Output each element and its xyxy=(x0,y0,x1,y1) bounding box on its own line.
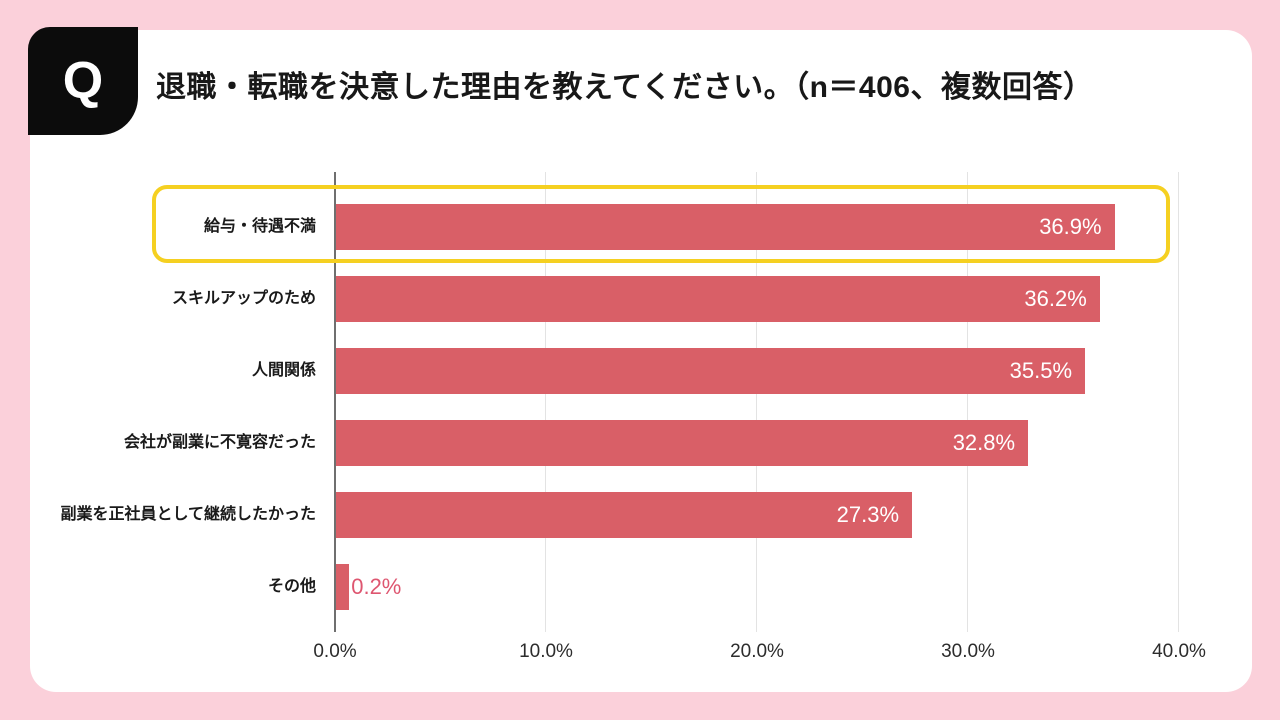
bar xyxy=(336,564,349,610)
bar-value-label: 35.5% xyxy=(1009,358,1073,383)
highlight-outline xyxy=(152,185,1170,263)
category-label: 給与・待遇不満 xyxy=(203,218,316,235)
bar: 32.8% xyxy=(336,420,1029,466)
bar: 35.5% xyxy=(336,348,1086,394)
gridline xyxy=(545,172,546,632)
gridline xyxy=(967,172,968,632)
bar: 36.9% xyxy=(336,204,1115,250)
x-tick-label: 20.0% xyxy=(730,641,784,662)
bar-value-label: 36.9% xyxy=(1039,214,1102,239)
bar: 36.2% xyxy=(336,276,1100,322)
question-badge-letter: Q xyxy=(62,52,104,110)
bar-value-label: 0.2% xyxy=(351,574,402,599)
category-label: スキルアップのため xyxy=(171,290,316,307)
x-tick-label: 40.0% xyxy=(1152,641,1206,662)
gridline xyxy=(1178,172,1179,632)
category-label: 副業を正社員として継続したかった xyxy=(60,506,316,523)
category-label: その他 xyxy=(267,578,316,595)
category-label: 会社が副業に不寛容だった xyxy=(123,434,316,451)
chart-title: 退職・転職を決意した理由を教えてください。（n＝406、複数回答） xyxy=(156,71,1094,104)
x-tick-label: 0.0% xyxy=(313,641,357,662)
question-badge: Q xyxy=(28,27,138,135)
x-tick-label: 10.0% xyxy=(519,641,573,662)
bar-value-label: 27.3% xyxy=(836,502,900,527)
bar: 27.3% xyxy=(336,492,913,538)
y-axis-line xyxy=(334,172,336,632)
category-label: 人間関係 xyxy=(251,362,316,379)
x-tick-label: 30.0% xyxy=(941,641,995,662)
gridline xyxy=(756,172,757,632)
bar-value-label: 36.2% xyxy=(1024,286,1087,311)
bar-value-label: 32.8% xyxy=(952,430,1016,455)
